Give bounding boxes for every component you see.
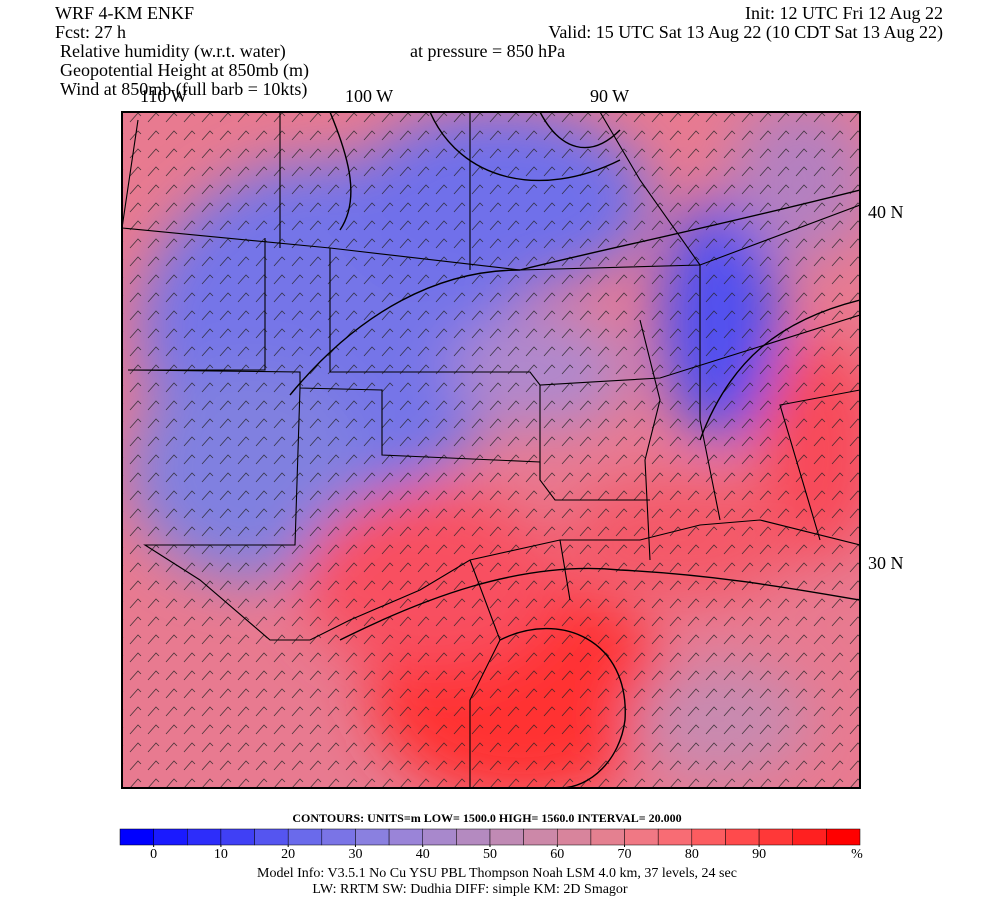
- header-text: Wind at 850mb (full barb = 10kts): [60, 79, 307, 100]
- colorbar: 0 10 20 30 40 50 60 70 80 90%: [119, 828, 863, 862]
- colorbar-box: [691, 828, 726, 846]
- colorbar-tick-label: 50: [483, 847, 497, 862]
- colorbar-tick-label: 10: [214, 847, 228, 862]
- colorbar-box: [153, 828, 188, 846]
- colorbar-box: [489, 828, 524, 846]
- colorbar-tick-label: 0: [150, 847, 157, 862]
- header-text: Relative humidity (w.r.t. water): [60, 41, 286, 62]
- header-text: Valid: 15 UTC Sat 13 Aug 22 (10 CDT Sat …: [548, 22, 943, 43]
- lon-label: 90 W: [590, 86, 629, 106]
- lon-label: 100 W: [345, 86, 393, 106]
- lat-label: 40 N: [868, 202, 904, 222]
- colorbar-tick-label: 60: [550, 847, 564, 862]
- header-text: Init: 12 UTC Fri 12 Aug 22: [745, 3, 943, 23]
- colorbar-box: [119, 828, 154, 846]
- header-text: Fcst: 27 h: [55, 22, 126, 42]
- colorbar-box: [657, 828, 693, 846]
- colorbar-tick-label: 90: [752, 847, 766, 862]
- colorbar-box: [557, 828, 592, 846]
- colorbar-tick-label: 40: [416, 847, 430, 862]
- colorbar-tick-label: 30: [348, 847, 362, 862]
- colorbar-box: [725, 828, 760, 846]
- colorbar-unit: %: [851, 847, 863, 862]
- header-text: Geopotential Height at 850mb (m): [60, 60, 309, 81]
- colorbar-box: [254, 828, 289, 846]
- colorbar-box: [792, 828, 827, 846]
- colorbar-box: [523, 828, 558, 846]
- colorbar-box: [355, 828, 390, 846]
- map-frame: [121, 111, 861, 789]
- colorbar-box: [456, 828, 491, 846]
- height-contours: [289, 112, 860, 788]
- colorbar-box: [220, 828, 255, 846]
- header-text: at pressure = 850 hPa: [410, 41, 565, 61]
- colorbar-tick-label: 70: [618, 847, 632, 862]
- lon-label: 110 W: [140, 86, 188, 106]
- footer-text: Model Info: V3.5.1 No Cu YSU PBL Thompso…: [257, 866, 737, 881]
- colorbar-tick-label: 80: [685, 847, 699, 862]
- colorbar-box: [321, 828, 356, 846]
- map: [122, 112, 860, 788]
- contour-info: CONTOURS: UNITS=m LOW= 1500.0 HIGH= 1560…: [292, 811, 681, 825]
- colorbar-box: [187, 828, 222, 846]
- wind-barbs: [122, 112, 860, 788]
- colorbar-tick-label: 20: [281, 847, 295, 862]
- colorbar-box: [758, 828, 793, 846]
- colorbar-box: [287, 828, 323, 846]
- colorbar-box: [388, 828, 423, 846]
- colorbar-box: [826, 828, 861, 846]
- header-text: WRF 4-KM ENKF: [55, 3, 194, 23]
- colorbar-box: [422, 828, 457, 846]
- footer-text: LW: RRTM SW: Dudhia DIFF: simple KM: 2D …: [312, 882, 628, 897]
- lat-label: 30 N: [868, 553, 904, 573]
- colorbar-box: [590, 828, 625, 846]
- colorbar-box: [624, 828, 659, 846]
